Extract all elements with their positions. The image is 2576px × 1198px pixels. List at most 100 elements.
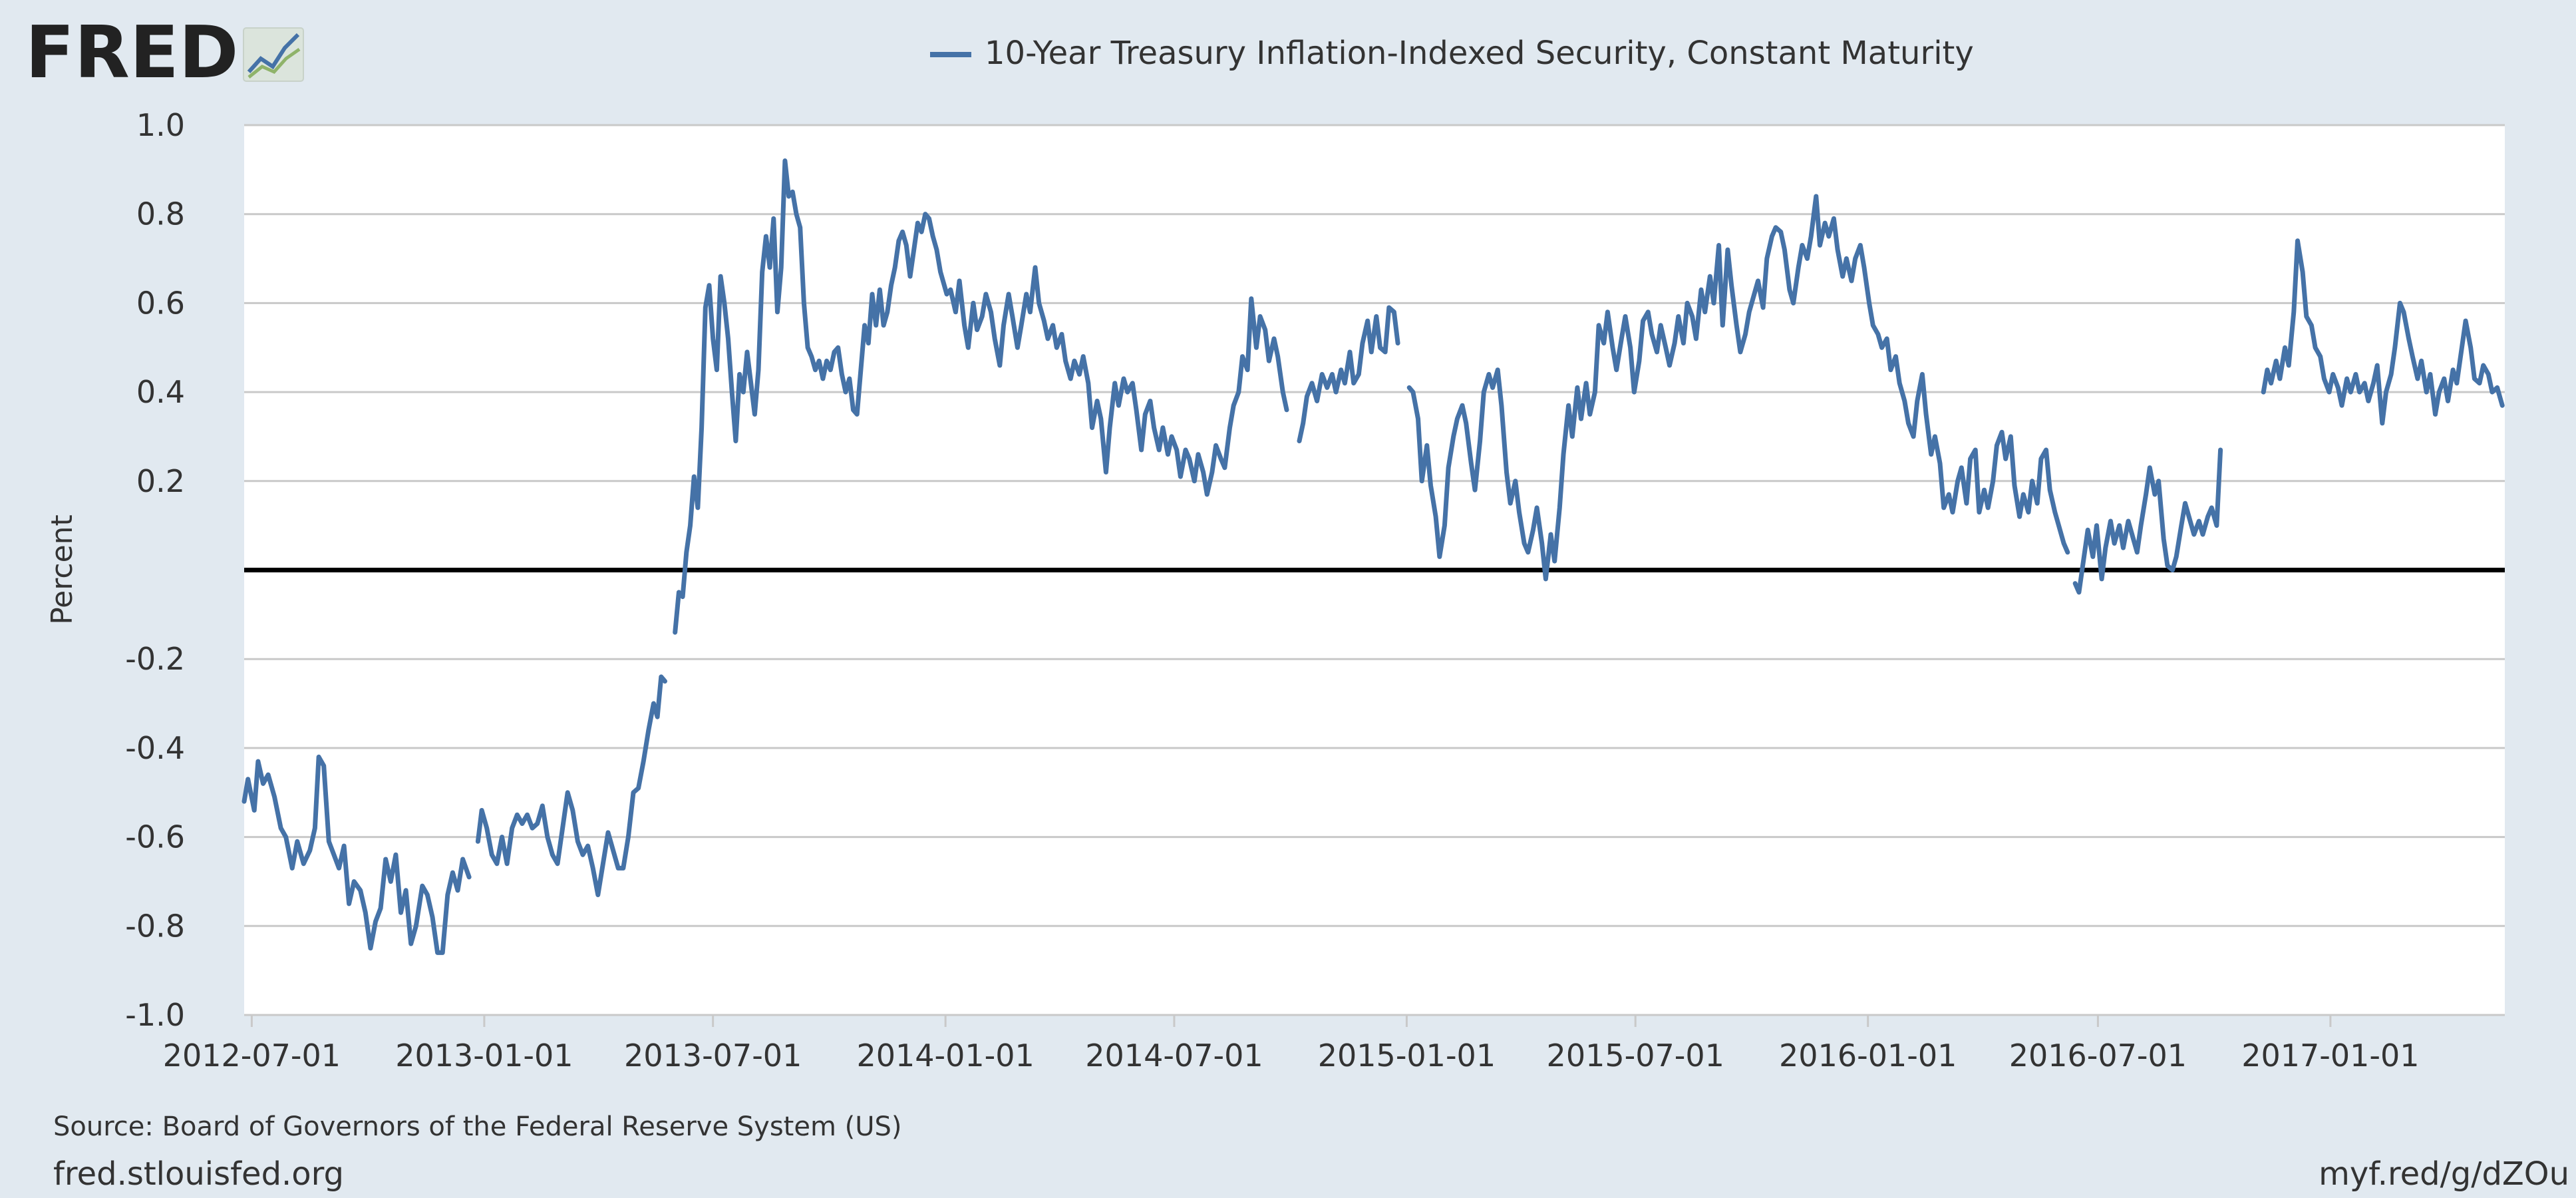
data-point: [1454, 415, 1460, 422]
data-point: [620, 865, 627, 871]
data-point: [2003, 455, 2009, 462]
data-point: [1368, 349, 1374, 355]
data-point: [1265, 357, 1272, 364]
data-point: [1390, 309, 1397, 315]
data-point: [1822, 220, 1828, 226]
data-point: [862, 322, 868, 329]
data-point: [1698, 286, 1704, 293]
series-line: [241, 158, 2505, 955]
data-point: [383, 856, 389, 863]
data-point: [2084, 526, 2091, 533]
data-point: [2485, 371, 2492, 377]
data-point: [429, 914, 436, 920]
data-point: [1142, 411, 1148, 418]
fred-logo[interactable]: FRED: [25, 11, 304, 95]
data-point: [880, 322, 887, 329]
data-point: [534, 821, 541, 827]
data-point: [341, 843, 347, 849]
data-point: [1041, 317, 1047, 324]
x-tick-label: 2016-01-01: [1779, 1038, 1957, 1074]
data-point: [539, 803, 546, 809]
data-point: [1027, 309, 1033, 315]
data-point: [2098, 576, 2105, 582]
x-tick-label: 2015-07-01: [1547, 1038, 1724, 1074]
data-point: [554, 861, 561, 867]
data-point: [961, 322, 968, 329]
site-link[interactable]: fred.stlouisfed.org: [53, 1155, 344, 1193]
data-point: [926, 215, 933, 222]
y-tick-label: 0.4: [136, 374, 185, 410]
data-point: [827, 367, 834, 373]
data-point: [2205, 513, 2211, 520]
data-point: [713, 367, 720, 373]
data-point: [1525, 549, 1531, 556]
data-point: [1165, 451, 1172, 458]
data-point: [1498, 402, 1505, 409]
data-point: [1578, 415, 1585, 422]
data-point: [2111, 540, 2118, 546]
data-point: [2326, 389, 2333, 395]
data-point: [241, 798, 247, 805]
data-point: [914, 220, 921, 226]
data-point: [1601, 340, 1607, 347]
data-point: [1106, 425, 1113, 431]
data-point: [835, 344, 842, 351]
data-point: [1972, 447, 1979, 453]
data-point: [2409, 353, 2416, 360]
data-point: [1174, 447, 1180, 453]
data-point: [744, 349, 750, 355]
data-point: [1781, 246, 1788, 253]
y-tick-label: 0.6: [136, 285, 185, 321]
data-point: [1963, 500, 1970, 506]
data-point: [1976, 509, 1983, 516]
data-point: [1377, 344, 1384, 351]
data-point: [1569, 433, 1575, 440]
x-tick-label: 2015-01-01: [1318, 1038, 1496, 1074]
data-point: [599, 861, 606, 867]
data-point: [402, 887, 409, 894]
data-point: [398, 909, 404, 916]
data-point: [466, 874, 472, 881]
data-point: [1382, 349, 1388, 355]
data-point: [2081, 553, 2088, 560]
data-point: [1914, 398, 1921, 405]
data-point: [732, 438, 739, 445]
data-point: [1115, 402, 1122, 409]
data-point: [1604, 309, 1611, 315]
data-point: [699, 425, 705, 431]
data-point: [1309, 380, 1315, 387]
data-point: [842, 389, 849, 395]
data-point: [321, 763, 327, 769]
data-point: [770, 215, 777, 222]
data-point: [625, 834, 631, 841]
data-point: [2436, 389, 2442, 395]
data-point: [838, 371, 845, 377]
data-point: [762, 233, 769, 240]
data-point: [1275, 353, 1281, 360]
y-axis-label: Percent: [45, 514, 79, 625]
data-point: [1112, 380, 1118, 387]
data-point: [2173, 553, 2179, 560]
data-point: [2374, 362, 2380, 369]
x-axis: 2012-07-01 2013-01-01 2013-07-01 2014-01-01…: [163, 1015, 2420, 1074]
short-link[interactable]: myf.red/g/dZOu: [2319, 1155, 2569, 1193]
data-point: [1235, 389, 1242, 395]
data-point: [2178, 522, 2185, 529]
data-point: [1945, 491, 1952, 498]
data-point: [895, 238, 902, 244]
data-point: [605, 829, 611, 836]
data-point: [816, 357, 822, 364]
data-point: [595, 892, 601, 898]
data-point: [2199, 531, 2206, 538]
data-point: [759, 269, 766, 276]
data-point: [1239, 353, 1246, 360]
data-point: [1080, 353, 1086, 360]
data-point: [1204, 491, 1210, 498]
y-tick-label: -0.6: [125, 819, 185, 855]
data-point: [1418, 478, 1425, 485]
data-point: [1937, 460, 1943, 467]
data-point: [1018, 322, 1025, 329]
data-point: [854, 411, 860, 418]
data-point: [672, 629, 679, 636]
